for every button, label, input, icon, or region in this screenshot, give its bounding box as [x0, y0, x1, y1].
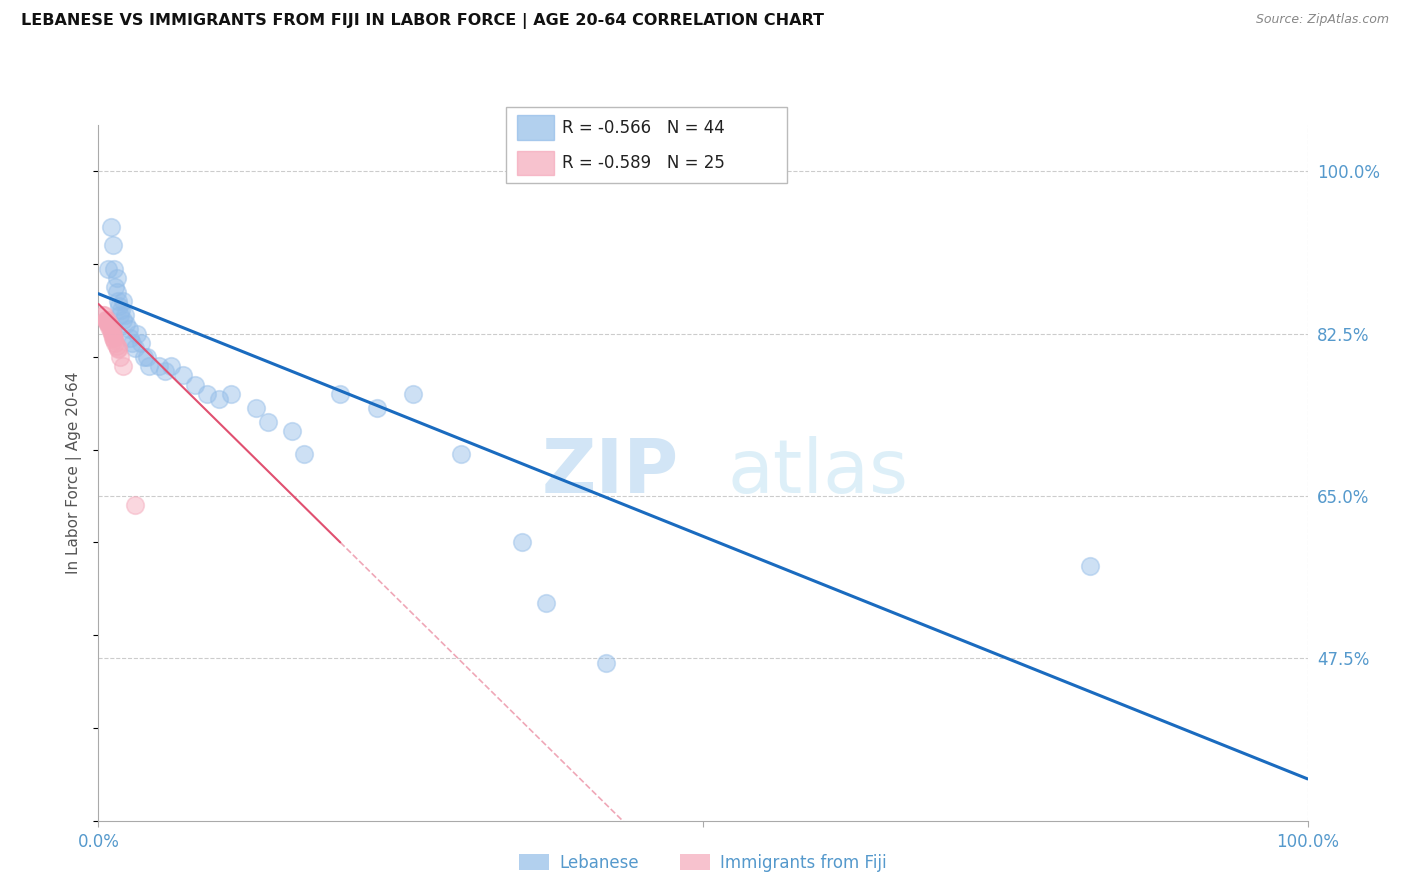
Point	[104, 280, 127, 294]
Y-axis label: In Labor Force | Age 20-64: In Labor Force | Age 20-64	[66, 372, 83, 574]
Point	[100, 324, 122, 338]
Point	[1078, 558, 1101, 573]
Point	[110, 303, 132, 318]
Point	[111, 359, 134, 373]
Point	[124, 341, 146, 355]
Point	[101, 326, 124, 341]
Point	[124, 498, 146, 512]
Point	[127, 326, 149, 341]
Point	[221, 387, 243, 401]
Point	[160, 359, 183, 373]
Point	[96, 314, 118, 328]
Text: ZIP: ZIP	[541, 436, 679, 509]
Point	[100, 326, 122, 341]
Point	[172, 368, 194, 383]
Point	[135, 350, 157, 364]
Point	[108, 308, 131, 322]
Point	[595, 656, 617, 670]
Point	[94, 312, 117, 326]
Point	[111, 312, 134, 326]
Point	[148, 359, 170, 373]
Point	[94, 312, 117, 326]
Text: atlas: atlas	[727, 436, 908, 509]
Text: LEBANESE VS IMMIGRANTS FROM FIJI IN LABOR FORCE | AGE 20-64 CORRELATION CHART: LEBANESE VS IMMIGRANTS FROM FIJI IN LABO…	[21, 13, 824, 29]
Point	[98, 320, 121, 334]
FancyBboxPatch shape	[517, 115, 554, 140]
Point	[100, 324, 122, 338]
Point	[118, 322, 141, 336]
Point	[450, 447, 472, 461]
Point	[103, 331, 125, 345]
Point	[366, 401, 388, 415]
Point	[96, 312, 118, 326]
Point	[103, 333, 125, 347]
Point	[184, 377, 207, 392]
Point	[245, 401, 267, 415]
Point	[114, 308, 136, 322]
Point	[103, 261, 125, 276]
Point	[195, 387, 218, 401]
Point	[115, 318, 138, 332]
Point	[292, 447, 315, 461]
Point	[97, 314, 120, 328]
Point	[107, 341, 129, 355]
Legend: Lebanese, Immigrants from Fiji: Lebanese, Immigrants from Fiji	[512, 847, 894, 879]
Text: Source: ZipAtlas.com: Source: ZipAtlas.com	[1256, 13, 1389, 27]
Point	[93, 308, 115, 322]
Point	[153, 364, 176, 378]
Point	[510, 535, 533, 549]
Text: R = -0.566   N = 44: R = -0.566 N = 44	[562, 119, 725, 136]
Point	[107, 343, 129, 357]
Point	[134, 350, 156, 364]
Point	[329, 387, 352, 401]
Point	[105, 285, 128, 299]
Point	[129, 335, 152, 350]
Point	[104, 335, 127, 350]
Point	[208, 392, 231, 406]
Point	[91, 308, 114, 322]
Point	[107, 294, 129, 309]
Point	[281, 424, 304, 438]
Point	[97, 318, 120, 332]
FancyBboxPatch shape	[506, 107, 787, 183]
Point	[111, 294, 134, 309]
Point	[108, 299, 131, 313]
Point	[105, 271, 128, 285]
Point	[101, 238, 124, 252]
Point	[98, 318, 121, 332]
Point	[100, 219, 122, 234]
Point	[121, 335, 143, 350]
Point	[256, 415, 278, 429]
Point	[118, 331, 141, 345]
Point	[534, 596, 557, 610]
Point	[100, 320, 122, 334]
Point	[105, 339, 128, 353]
Point	[402, 387, 425, 401]
Text: R = -0.589   N = 25: R = -0.589 N = 25	[562, 154, 725, 172]
Point	[97, 261, 120, 276]
Point	[108, 350, 131, 364]
Point	[101, 331, 124, 345]
FancyBboxPatch shape	[517, 151, 554, 175]
Point	[138, 359, 160, 373]
